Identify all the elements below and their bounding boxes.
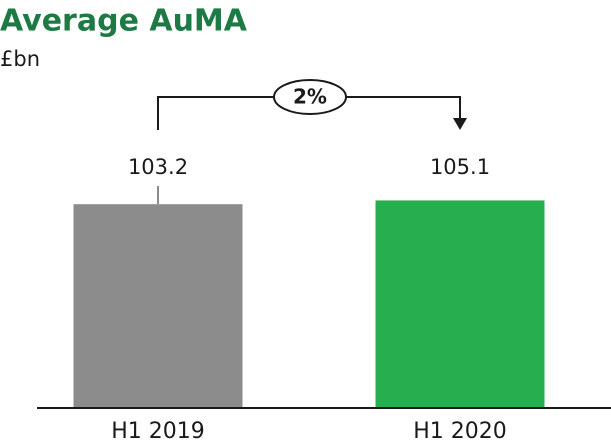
x-tick-label: H1 2020: [413, 419, 507, 443]
change-bracket: 2%: [157, 79, 467, 130]
x-tick-label: H1 2019: [111, 419, 205, 443]
chart-subtitle: £bn: [0, 47, 40, 71]
annotation: 2%: [293, 85, 327, 109]
bar: [73, 204, 243, 408]
annotation-oval: [273, 79, 347, 115]
value-label: 103.2: [128, 155, 188, 179]
chart-title: Average AuMA: [0, 4, 248, 39]
arrow-head: [453, 118, 467, 130]
value-label: 105.1: [430, 155, 490, 179]
bar: [375, 200, 545, 408]
